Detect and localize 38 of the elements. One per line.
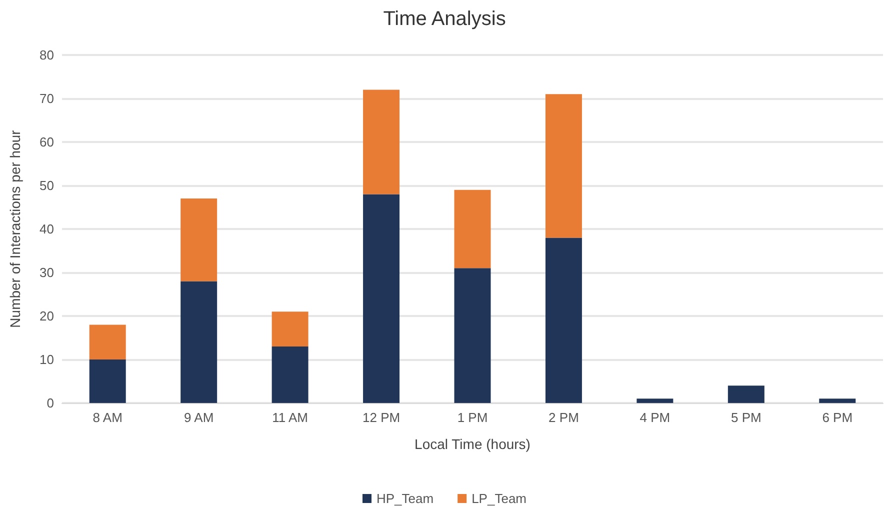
bar [363,194,400,403]
bar [636,398,674,403]
x-axis-title: Local Time (hours) [414,436,530,452]
chart-title: Time Analysis [383,8,506,30]
bar [545,238,582,403]
bar [728,386,764,403]
x-tick-label: 2 PM [548,410,579,425]
bar [454,190,491,268]
y-axis-title: Number of Interactions per hour [7,130,23,328]
y-tick-label: 70 [40,91,54,106]
y-tick-label: 40 [40,222,54,236]
y-tick-label: 60 [40,134,54,150]
bar [180,198,218,282]
x-tick-label: 6 PM [822,410,853,425]
x-tick-label: 11 AM [272,410,308,425]
y-tick-label: 30 [40,265,54,280]
bar [272,312,308,346]
bar [363,90,400,194]
y-tick-label: 0 [46,396,54,410]
bar [180,281,218,403]
bar [272,346,308,403]
y-tick-label: 50 [40,178,54,193]
x-tick-label: 8 AM [92,410,122,425]
legend-label: HP_Team [376,491,434,506]
bar [819,398,856,403]
x-tick-label: 4 PM [640,410,670,425]
x-tick-label: 12 PM [362,410,400,425]
x-tick-label: 9 AM [184,410,214,425]
bar [89,324,126,360]
y-tick-label: 80 [40,48,54,62]
bar [545,94,582,238]
x-tick-label: 5 PM [730,410,762,425]
legend-label: LP_Team [472,491,526,506]
bar [89,360,126,403]
x-tick-label: 1 PM [457,410,488,425]
bar [454,268,491,403]
y-tick-label: 20 [40,308,54,324]
y-tick-label: 10 [40,352,54,367]
